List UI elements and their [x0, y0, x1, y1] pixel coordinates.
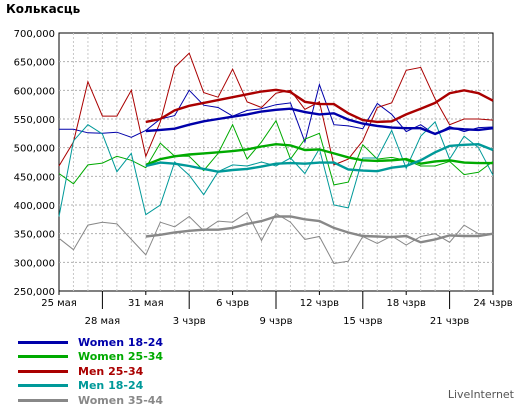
series-average-line-men-18-24 — [145, 142, 494, 173]
legend-item: Men 18-24 — [18, 379, 163, 394]
legend-item: Women 25-34 — [18, 350, 163, 365]
x-tick-label: 31 мая — [128, 298, 164, 309]
y-tick-label: 500,000 — [14, 144, 55, 155]
legend: Women 18-24 Women 25-34 Men 25-34 Men 18-24… — [18, 335, 163, 408]
x-tick-label: 12 чзрв — [300, 298, 339, 309]
series-average-line-women-18-24 — [145, 107, 494, 136]
series-raw-lines — [58, 52, 494, 265]
series-line-women-35-44 — [58, 211, 493, 265]
x-tick-label: 21 чзрв — [430, 316, 469, 327]
legend-item: Men 25-34 — [18, 364, 163, 379]
series-average-line-men-25-34 — [145, 88, 494, 124]
legend-label: Women 35-44 — [78, 393, 164, 407]
x-tick-label: 9 чзрв — [259, 316, 292, 327]
y-tick-label: 300,000 — [14, 258, 55, 269]
y-tick-label: 250,000 — [14, 287, 55, 298]
legend-label: Men 25-34 — [78, 364, 144, 378]
legend-swatch — [18, 340, 68, 344]
series-line-women-25-34 — [58, 119, 494, 186]
x-tick-label: 6 чзрв — [216, 298, 249, 309]
legend-label: Women 25-34 — [78, 350, 164, 364]
legend-swatch — [18, 384, 68, 388]
y-tick-label: 400,000 — [14, 201, 55, 212]
x-tick-label: 25 мая — [41, 298, 77, 309]
x-tick-label: 18 чзрв — [387, 298, 426, 309]
series-line-women-18-24 — [59, 82, 494, 144]
x-tick-label: 28 мая — [85, 316, 121, 327]
y-axis-ticks: 700,000 650,000 600,000 550,000 500,000 450,0… — [14, 29, 55, 298]
series-average-lines — [145, 88, 494, 244]
legend-swatch — [18, 369, 68, 373]
series-average-line-women-25-34 — [145, 142, 493, 167]
y-tick-label: 350,000 — [14, 230, 55, 241]
x-tick-label: 15 чзрв — [343, 316, 382, 327]
legend-swatch — [18, 398, 68, 402]
chart-title: Колькасць — [6, 2, 81, 16]
series-average-line-women-35-44 — [145, 215, 494, 244]
y-tick-label: 650,000 — [14, 58, 55, 69]
series-line-men-25-34 — [58, 52, 494, 167]
x-tick-label: 24 чзрв — [473, 298, 512, 309]
watermark: LiveInternet — [447, 388, 514, 401]
y-tick-label: 550,000 — [14, 115, 55, 126]
y-tick-label: 700,000 — [14, 29, 55, 40]
x-axis-ticks: 25 мая 31 мая 6 чзрв 12 чзрв 18 чзрв 24 чзрв 2… — [41, 291, 513, 327]
legend-swatch — [18, 355, 68, 359]
y-tick-label: 600,000 — [14, 86, 55, 97]
legend-item: Women 35-44 — [18, 393, 163, 408]
y-tick-label: 450,000 — [14, 172, 55, 183]
x-tick-label: 3 чзрв — [173, 316, 206, 327]
legend-item: Women 18-24 — [18, 335, 163, 350]
series-line-men-18-24 — [58, 121, 494, 217]
legend-label: Men 18-24 — [78, 379, 144, 393]
legend-label: Women 18-24 — [78, 335, 164, 349]
